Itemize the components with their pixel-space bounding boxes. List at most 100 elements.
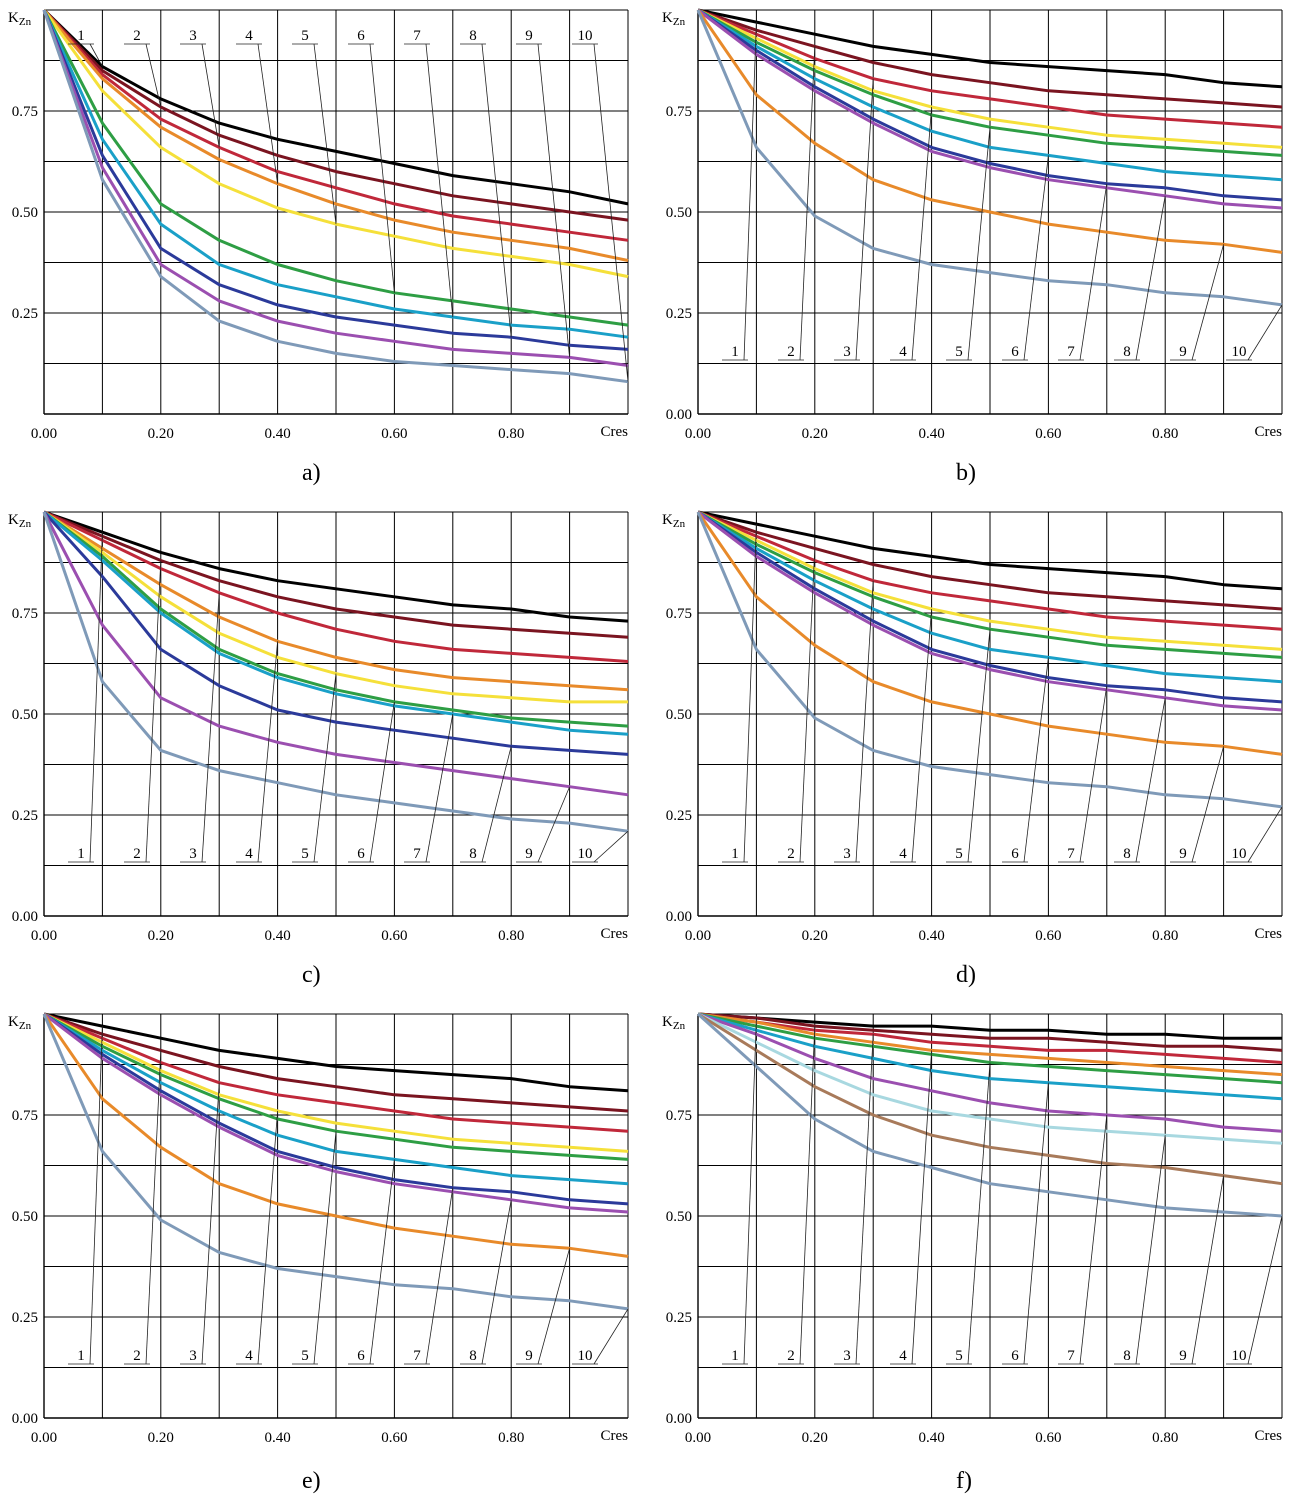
x-tick-label: 0.20 — [148, 426, 174, 442]
series-number-label: 8 — [1123, 1348, 1131, 1364]
series-line-2 — [697, 1012, 1283, 1052]
series-number-label: 2 — [133, 28, 141, 44]
leader-line — [369, 1159, 395, 1365]
leader-line — [967, 1062, 991, 1365]
series-number-label: 2 — [133, 846, 141, 862]
series-number-label: 1 — [731, 1348, 739, 1364]
series-line-1 — [697, 8, 1283, 89]
series-line-7 — [697, 510, 1283, 704]
series-line-3 — [43, 1012, 629, 1133]
series-number-label: 2 — [787, 344, 795, 360]
leader-line — [537, 43, 570, 358]
leader-line — [1023, 1082, 1049, 1365]
series-line-4 — [697, 8, 1283, 149]
series-line-7 — [697, 1012, 1283, 1133]
x-tick-label: 0.00 — [685, 928, 711, 944]
series-line-2 — [697, 510, 1283, 611]
y-tick-label: 0.50 — [666, 707, 692, 723]
series-number-label: 10 — [1232, 344, 1247, 360]
series-number-label: 5 — [301, 846, 309, 862]
series-line-9 — [697, 1012, 1283, 1186]
y-axis-label-sub: Zn — [19, 16, 32, 28]
series-number-label: 9 — [525, 28, 533, 44]
y-axis-label: KZn — [8, 1014, 32, 1032]
y-tick-label: 0.00 — [666, 1411, 692, 1427]
leader-line — [1247, 1215, 1283, 1365]
leader-line — [201, 43, 220, 148]
series-line-4 — [697, 510, 1283, 651]
series-line-8 — [697, 8, 1283, 210]
grid — [44, 1013, 629, 1418]
leader-line — [425, 43, 454, 318]
y-tick-label: 0.50 — [12, 1209, 38, 1225]
series-line-3 — [697, 1012, 1283, 1064]
series-number-label: 10 — [578, 28, 593, 44]
x-tick-label: 0.20 — [148, 928, 174, 944]
series-number-label: 8 — [469, 1348, 477, 1364]
series-number-label: 6 — [357, 28, 365, 44]
series-line-2 — [43, 510, 629, 639]
leader-line — [89, 532, 103, 863]
leader-line — [799, 548, 816, 863]
leader-line — [743, 524, 757, 863]
x-tick-label: 0.80 — [1152, 426, 1178, 442]
series-number-label: 10 — [1232, 1348, 1247, 1364]
series-number-label: 5 — [955, 846, 963, 862]
leader-line — [425, 713, 454, 863]
series-number-label: 7 — [413, 28, 421, 44]
series-number-label: 8 — [1123, 344, 1131, 360]
x-tick-label: 0.60 — [1035, 426, 1061, 442]
series-number-label: 4 — [245, 1348, 253, 1364]
series-number-label: 5 — [301, 28, 309, 44]
series-number-label: 9 — [1179, 1348, 1187, 1364]
chart-panel-a: 0.00 0.20 0.40 0.60 0.80 0.25 0.50 0.75 KZn Cres 1… — [0, 0, 653, 502]
series-number-label: 4 — [899, 846, 907, 862]
leader-line — [1135, 195, 1166, 361]
leader-line — [593, 43, 629, 382]
series-number-label: 9 — [1179, 846, 1187, 862]
x-tick-label: 0.20 — [802, 1430, 828, 1446]
y-tick-label: 0.75 — [666, 1108, 692, 1124]
panel-caption-e: e) — [302, 1468, 321, 1494]
y-tick-label: 0.00 — [666, 909, 692, 925]
grid — [698, 511, 1283, 916]
series-number-label: 1 — [77, 846, 85, 862]
x-tick-label: 0.40 — [264, 426, 290, 442]
series-number-label: 5 — [955, 1348, 963, 1364]
grid — [44, 511, 629, 916]
leader-line — [743, 22, 757, 361]
series-line-4 — [43, 1012, 629, 1153]
leader-line — [313, 43, 337, 225]
series-number-label: 10 — [578, 846, 593, 862]
x-tick-label: 0.40 — [264, 1430, 290, 1446]
leader-line — [145, 43, 162, 108]
series-number-label: 6 — [1011, 1348, 1019, 1364]
x-tick-label: 0.20 — [148, 1430, 174, 1446]
series-line-1 — [697, 1012, 1282, 1040]
series-number-label: 9 — [525, 846, 533, 862]
series-line-7 — [42, 9, 629, 339]
leader-line — [911, 608, 932, 863]
y-axis-label: KZn — [8, 512, 32, 530]
series-line-10 — [42, 1013, 629, 1311]
leader-line — [911, 1050, 932, 1365]
leader-line — [257, 1110, 278, 1365]
series-number-label: 10 — [1232, 846, 1247, 862]
series-number-label: 1 — [77, 1348, 85, 1364]
y-tick-label: 0.50 — [666, 205, 692, 221]
y-tick-label: 0.00 — [12, 1411, 38, 1427]
y-tick-label: 0.00 — [666, 407, 692, 423]
series-number-label: 3 — [189, 1348, 197, 1364]
x-tick-label: 0.00 — [31, 1430, 57, 1446]
series-number-label: 6 — [357, 846, 365, 862]
series-line-4 — [42, 9, 629, 262]
grid — [44, 9, 629, 414]
series-line-10 — [696, 1012, 1283, 1218]
leader-line — [537, 1248, 570, 1365]
series-number-label: 3 — [843, 1348, 851, 1364]
y-tick-label: 0.25 — [666, 1310, 692, 1326]
y-tick-label: 0.75 — [12, 606, 38, 622]
leader-line — [1079, 183, 1108, 361]
series-number-label: 2 — [787, 846, 795, 862]
x-tick-label: 0.40 — [264, 928, 290, 944]
